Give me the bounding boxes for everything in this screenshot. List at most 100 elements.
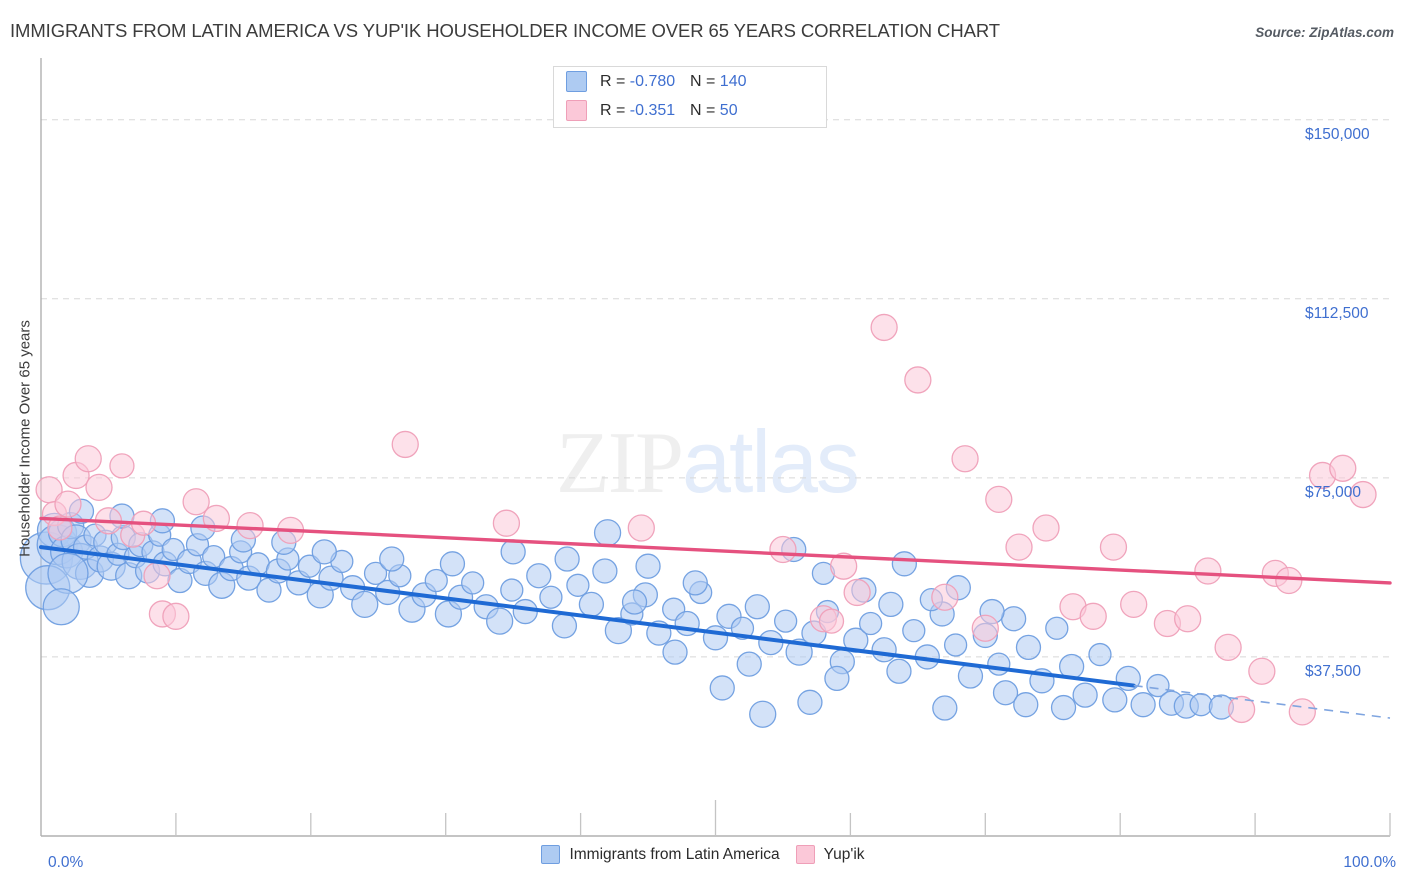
data-point[interactable]: [424, 568, 448, 593]
data-point[interactable]: [592, 558, 618, 584]
data-point[interactable]: [162, 602, 190, 630]
data-point[interactable]: [182, 488, 210, 516]
data-point[interactable]: [943, 633, 968, 657]
data-point[interactable]: [554, 546, 580, 572]
data-point[interactable]: [512, 598, 538, 625]
data-point[interactable]: [1015, 634, 1042, 661]
data-point[interactable]: [47, 515, 73, 541]
legend-item-yupik[interactable]: Yup'ik: [795, 845, 865, 864]
data-point[interactable]: [526, 563, 552, 589]
data-point[interactable]: [987, 652, 1011, 676]
data-point[interactable]: [1130, 692, 1156, 718]
data-point[interactable]: [486, 607, 514, 635]
data-point[interactable]: [391, 430, 419, 459]
page-title: IMMIGRANTS FROM LATIN AMERICA VS YUP'IK …: [10, 20, 1000, 41]
data-point[interactable]: [379, 546, 405, 572]
data-point[interactable]: [1045, 616, 1069, 640]
data-point[interactable]: [492, 509, 521, 537]
data-point[interactable]: [1189, 693, 1213, 717]
data-point[interactable]: [830, 552, 858, 580]
blue-n-value: 140: [719, 72, 747, 90]
data-point[interactable]: [891, 551, 918, 577]
data-point[interactable]: [878, 591, 904, 618]
data-point[interactable]: [749, 700, 777, 728]
data-point[interactable]: [311, 539, 337, 565]
data-point[interactable]: [500, 578, 524, 602]
data-point[interactable]: [593, 519, 622, 547]
data-point[interactable]: [54, 490, 82, 518]
data-point[interactable]: [551, 613, 578, 639]
data-point[interactable]: [932, 695, 958, 721]
data-point[interactable]: [971, 614, 999, 642]
data-point[interactable]: [818, 608, 845, 634]
data-point[interactable]: [662, 639, 688, 665]
data-point[interactable]: [539, 585, 563, 609]
data-point[interactable]: [931, 583, 959, 611]
data-point[interactable]: [1050, 694, 1077, 721]
data-point[interactable]: [951, 445, 979, 473]
data-point[interactable]: [871, 637, 897, 663]
data-point[interactable]: [682, 570, 708, 596]
data-point[interactable]: [709, 675, 735, 701]
data-point[interactable]: [1032, 514, 1060, 542]
data-point[interactable]: [843, 578, 871, 607]
data-point[interactable]: [47, 552, 89, 594]
data-point[interactable]: [1227, 695, 1256, 724]
data-point[interactable]: [1120, 590, 1148, 619]
data-point[interactable]: [351, 590, 379, 619]
data-point[interactable]: [627, 514, 655, 542]
data-point[interactable]: [566, 573, 590, 597]
data-point[interactable]: [500, 539, 526, 565]
data-point[interactable]: [236, 511, 264, 540]
data-point[interactable]: [74, 445, 102, 473]
data-point[interactable]: [297, 554, 322, 578]
data-point[interactable]: [1005, 533, 1033, 561]
data-point[interactable]: [886, 658, 912, 684]
data-point[interactable]: [461, 571, 485, 595]
legend-swatch-immigrants-icon: [566, 71, 587, 92]
data-point[interactable]: [85, 473, 113, 502]
data-point[interactable]: [1248, 657, 1276, 685]
data-point[interactable]: [702, 625, 729, 651]
data-point[interactable]: [824, 665, 850, 692]
data-point[interactable]: [797, 689, 823, 715]
data-point[interactable]: [1088, 642, 1112, 667]
data-point[interactable]: [774, 609, 798, 633]
data-point[interactable]: [363, 561, 388, 585]
data-point[interactable]: [1099, 533, 1128, 561]
data-point[interactable]: [1275, 566, 1303, 595]
data-point[interactable]: [985, 485, 1013, 513]
data-point[interactable]: [992, 680, 1019, 706]
series-points-immigrants: [19, 498, 1235, 728]
data-point[interactable]: [1000, 606, 1027, 632]
data-point[interactable]: [736, 651, 762, 677]
blue-r-value: -0.780: [629, 72, 676, 90]
data-point[interactable]: [1146, 673, 1170, 698]
data-point[interactable]: [1079, 602, 1107, 630]
data-point[interactable]: [1349, 480, 1377, 509]
data-point[interactable]: [1288, 698, 1316, 726]
data-point[interactable]: [635, 553, 661, 579]
data-point[interactable]: [1102, 687, 1128, 713]
data-point[interactable]: [744, 594, 770, 620]
data-point[interactable]: [604, 617, 633, 645]
data-point[interactable]: [42, 588, 80, 626]
data-point[interactable]: [143, 562, 171, 590]
legend-item-immigrants[interactable]: Immigrants from Latin America: [541, 845, 780, 864]
data-point[interactable]: [109, 453, 135, 479]
data-point[interactable]: [902, 619, 926, 643]
data-point[interactable]: [1174, 605, 1202, 633]
data-point[interactable]: [1194, 557, 1222, 585]
data-point[interactable]: [439, 551, 466, 577]
data-point[interactable]: [870, 313, 898, 342]
data-point[interactable]: [769, 535, 797, 564]
data-point[interactable]: [1329, 454, 1357, 482]
data-point[interactable]: [904, 366, 932, 394]
data-point[interactable]: [578, 591, 605, 618]
data-point[interactable]: [858, 611, 883, 636]
data-point[interactable]: [1072, 682, 1098, 708]
data-point[interactable]: [1013, 692, 1039, 718]
data-point[interactable]: [1214, 633, 1242, 662]
y-axis-tick-label: $112,500: [1305, 304, 1369, 322]
data-point[interactable]: [621, 589, 648, 615]
